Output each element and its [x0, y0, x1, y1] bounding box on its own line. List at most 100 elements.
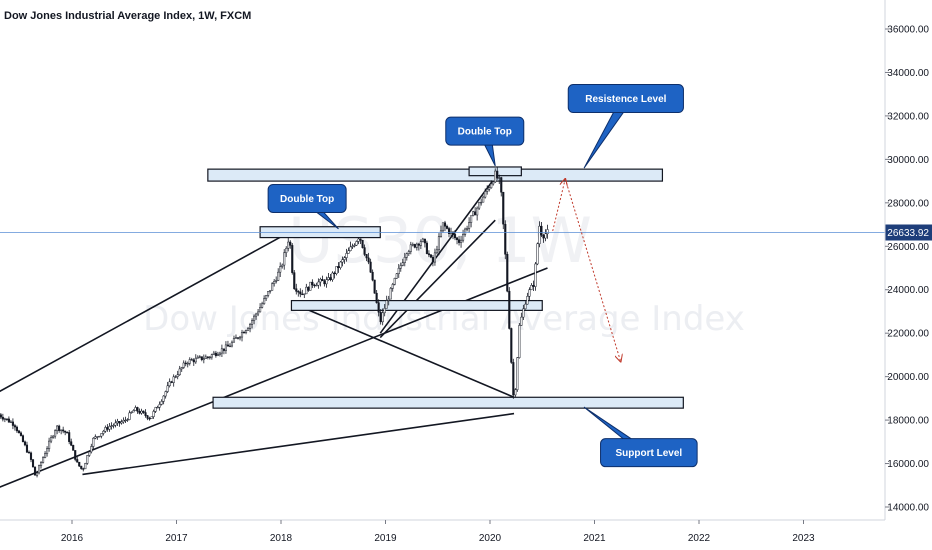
callout: Resistence Level	[567, 84, 684, 169]
zone-rect	[207, 168, 664, 182]
candle-body	[166, 385, 169, 392]
candle-body	[395, 273, 398, 279]
candle-body	[246, 328, 250, 331]
candle-body	[530, 285, 533, 291]
candle-body	[96, 436, 99, 438]
candle-body	[216, 354, 219, 356]
candle-body	[333, 272, 336, 275]
candle-body	[425, 242, 428, 254]
y-tick-label: 34000.00	[887, 68, 929, 79]
candle-body	[325, 279, 328, 285]
candle-body	[307, 286, 310, 291]
callout: Double Top	[445, 116, 525, 167]
candle-body	[25, 444, 29, 453]
candle-body	[208, 356, 211, 359]
candle-body	[172, 376, 175, 383]
x-tick-label: 2019	[374, 533, 397, 544]
candle-body	[339, 261, 342, 269]
candle-body	[80, 465, 83, 469]
candle-body	[210, 354, 213, 358]
candle-body	[472, 211, 475, 216]
candle-body	[355, 241, 358, 246]
candle-body	[512, 362, 515, 396]
candle-body	[439, 230, 443, 237]
zone-rect	[212, 396, 684, 409]
candle-body	[506, 254, 509, 292]
candle-body	[401, 262, 404, 266]
callout-box	[567, 84, 684, 114]
chart-title: Dow Jones Industrial Average Index, 1W, …	[4, 10, 251, 22]
callout-label: Support Level	[615, 448, 682, 459]
candle-body	[230, 341, 234, 347]
callout-label: Double Top	[458, 127, 512, 138]
candle-body	[132, 410, 135, 413]
candle-body	[437, 236, 441, 251]
candle-body	[476, 207, 479, 216]
candle-body	[455, 237, 459, 240]
y-tick-label: 24000.00	[887, 285, 929, 296]
candle-body	[54, 430, 57, 437]
candle-body	[11, 421, 14, 426]
candle-body	[504, 223, 507, 255]
candle-body	[255, 313, 258, 317]
candle-body	[353, 244, 356, 247]
candle-body	[381, 312, 384, 323]
price-series: 26633.92	[0, 166, 932, 478]
candle-body	[327, 277, 330, 280]
candle-body	[1, 416, 4, 420]
candle-body	[544, 233, 547, 239]
candle-body	[397, 267, 400, 275]
candle-body	[100, 433, 103, 437]
x-tick-label: 2022	[688, 533, 711, 544]
candle-body	[367, 257, 370, 263]
callout-box	[445, 116, 525, 146]
candle-body	[154, 407, 157, 412]
candle-body	[363, 247, 366, 255]
last-price-label: 26633.92	[887, 228, 929, 239]
candle-body	[118, 421, 121, 424]
callout-label: Resistence Level	[585, 94, 666, 105]
trendline	[82, 412, 515, 476]
candle-body	[72, 445, 75, 451]
y-tick-label: 20000.00	[887, 372, 929, 383]
y-tick-label: 26000.00	[887, 242, 929, 253]
candle-body	[206, 356, 209, 358]
candle-body	[212, 352, 215, 355]
candle-body	[64, 430, 67, 433]
candle-body	[35, 472, 39, 476]
candle-body	[357, 238, 360, 242]
candle-body	[478, 202, 481, 209]
candle-body	[126, 419, 129, 421]
candle-body	[484, 191, 487, 198]
candle-body	[315, 284, 318, 287]
candle-body	[66, 432, 69, 434]
candle-body	[29, 452, 33, 460]
candle-body	[423, 238, 426, 244]
price-scale[interactable]: 14000.00 16000.00 18000.00 20000.00 22000.00…	[885, 25, 929, 514]
candle-body	[365, 254, 368, 259]
candle-body	[261, 303, 264, 308]
y-tick-label: 36000.00	[887, 25, 929, 36]
candle-body	[224, 344, 227, 351]
candle-body	[114, 422, 117, 426]
candle-body	[176, 374, 179, 377]
candle-body	[462, 234, 465, 241]
candle-body	[174, 376, 177, 378]
candle-body	[514, 389, 517, 396]
candle-body	[371, 271, 374, 281]
candle-body	[383, 307, 386, 314]
candle-body	[19, 432, 23, 436]
candle-body	[287, 241, 290, 249]
x-tick-label: 2020	[479, 533, 502, 544]
candle-body	[142, 410, 145, 413]
candle-body	[236, 337, 240, 339]
candle-body	[351, 245, 354, 248]
time-scale[interactable]: 2016 2017 2018 2019 2020 2021 2022 2023	[61, 520, 815, 544]
candle-body	[393, 277, 396, 285]
candle-body	[482, 196, 485, 203]
candle-body	[269, 290, 272, 292]
candle-body	[182, 362, 185, 368]
candle-body	[303, 293, 306, 295]
candle-body	[158, 404, 161, 408]
